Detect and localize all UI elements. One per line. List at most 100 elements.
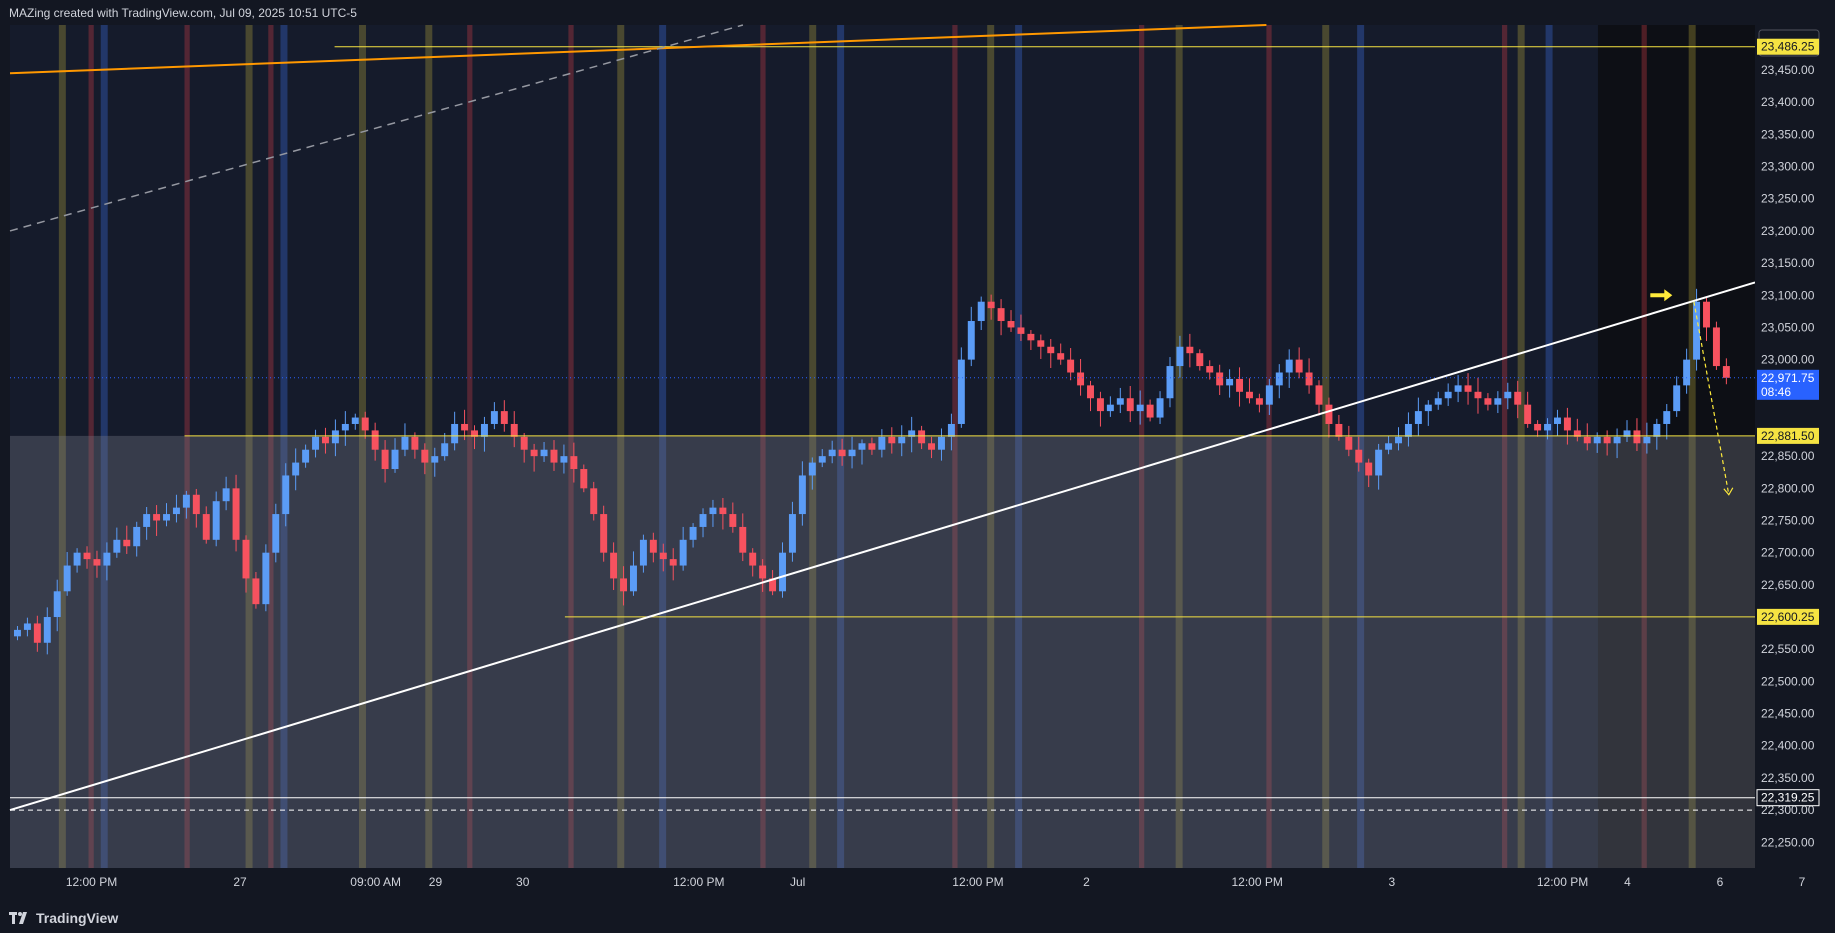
price-label-box [1757, 608, 1819, 625]
candle-body [918, 430, 926, 444]
candle-body [371, 430, 379, 450]
session-band-red [184, 25, 190, 868]
candle-body [759, 565, 767, 579]
candle-body [341, 423, 349, 431]
candle-body [868, 443, 876, 450]
session-band-yellow [245, 25, 253, 868]
candle-body [957, 359, 965, 424]
time-tick-label: Jul [790, 875, 805, 889]
price-tick-label: 22,450.00 [1761, 707, 1815, 721]
session-band-blue [1545, 25, 1553, 868]
candle-body [471, 430, 478, 437]
candle-body [1573, 430, 1581, 437]
candle-body [550, 449, 558, 463]
candle-body [1156, 398, 1164, 418]
candle-body [540, 449, 548, 457]
session-band-red [1139, 25, 1145, 868]
candle-body [33, 623, 41, 643]
price-tick-label: 22,650.00 [1761, 578, 1815, 592]
candle-body [729, 514, 737, 527]
candle-body [192, 494, 200, 515]
session-band-yellow [809, 25, 817, 868]
candle-body [1534, 423, 1542, 431]
candle-body [520, 436, 528, 450]
candle-body [848, 449, 856, 457]
candle-body [103, 552, 111, 566]
price-tick-label: 23,050.00 [1761, 320, 1815, 334]
price-label-box [1756, 789, 1820, 807]
price-tick-label: 22,750.00 [1761, 514, 1815, 528]
price-tick-label: 22,250.00 [1761, 835, 1815, 849]
time-axis-background [0, 868, 1835, 898]
price-tick-label: 22,550.00 [1761, 642, 1815, 656]
candle-body [441, 443, 449, 457]
session-band-red [268, 25, 274, 868]
candle-body [629, 565, 637, 592]
candle-body [709, 507, 717, 515]
candle-body [1653, 423, 1661, 437]
candle-body [610, 552, 618, 579]
candle-body [1146, 404, 1154, 418]
candle-body [242, 539, 250, 579]
price-tick-label: 23,000.00 [1761, 353, 1815, 367]
candle-body [908, 430, 916, 437]
candle-body [1106, 404, 1114, 412]
time-axis[interactable]: 12:00 PM 27 09:00 AM 29 30 12:00 PM Jul 12:00 P… [0, 868, 1835, 898]
candle-body [928, 443, 936, 450]
candle-body [1464, 385, 1472, 392]
candle-body [560, 456, 568, 463]
candle-body [1176, 346, 1184, 367]
price-axis[interactable]: USD23,450.0023,400.0023,350.0023,300.002… [1755, 0, 1835, 933]
session-band-yellow [425, 25, 433, 868]
candle-body [1375, 449, 1383, 476]
candle-body [1434, 398, 1442, 405]
session-band-blue [837, 25, 845, 868]
candle-body [1623, 430, 1631, 437]
candle-body [749, 552, 757, 566]
candle-body [1096, 398, 1104, 412]
candle-body [182, 494, 190, 508]
candle-body [222, 488, 230, 502]
time-tick-label: 30 [516, 875, 530, 889]
candle-body [381, 449, 389, 470]
candle-body [1245, 391, 1253, 399]
tradingview-brand: TradingView [36, 910, 119, 926]
candle-body [1345, 436, 1353, 450]
session-band-yellow [359, 25, 366, 868]
candle-body [1315, 385, 1323, 405]
candle-body [669, 559, 677, 566]
price-label-box [1757, 38, 1819, 55]
candle-body [1057, 353, 1065, 360]
time-tick-label: 12:00 PM [66, 875, 117, 889]
price-tick-label: 23,150.00 [1761, 256, 1815, 270]
trendline-white [9, 281, 1756, 812]
candle-body [1553, 417, 1561, 424]
candle-body [461, 423, 469, 431]
candle-body [351, 417, 359, 424]
candle-body [898, 436, 906, 444]
candle-body [1444, 391, 1452, 399]
candle-body [490, 411, 498, 424]
candle-body [1484, 398, 1492, 405]
candle-body [600, 514, 608, 553]
session-band-blue [1015, 25, 1023, 868]
candle-body [779, 552, 786, 592]
candle-body [1265, 385, 1273, 405]
session-band-yellow [1175, 25, 1183, 868]
candle-body [63, 565, 71, 592]
session-band-red [952, 25, 958, 868]
candle-body [1216, 372, 1224, 386]
candle-body [1404, 423, 1412, 437]
candle-body [153, 514, 161, 521]
candle-body [828, 449, 836, 457]
candle-body [878, 436, 886, 450]
session-band-yellow [617, 25, 625, 868]
price-tick-label: 23,400.00 [1761, 95, 1815, 109]
candle-body [1116, 398, 1124, 405]
candle-body [14, 629, 21, 637]
session-band-yellow [987, 25, 995, 868]
price-tick-label: 23,100.00 [1761, 288, 1815, 302]
session-band-red [1266, 25, 1272, 868]
time-tick-label: 29 [429, 875, 443, 889]
